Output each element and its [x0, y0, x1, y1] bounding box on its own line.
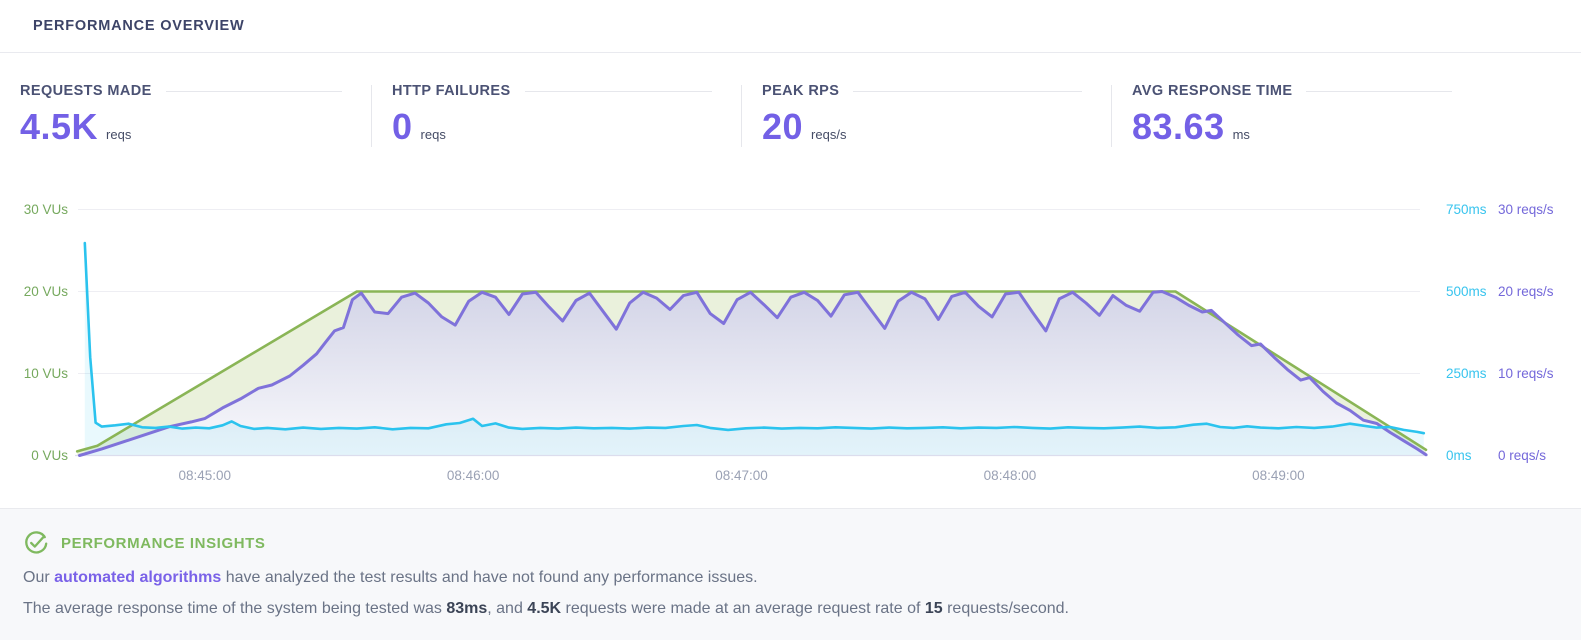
stats-row: REQUESTS MADE 4.5K reqs HTTP FAILURES 0 …	[0, 53, 1581, 165]
axis-vus-labels: 0 VUs 10 VUs 20 VUs 30 VUs	[24, 202, 69, 463]
stat-value: 20	[762, 106, 804, 147]
time-tick-label: 08:47:00	[715, 468, 768, 483]
chart-areas	[77, 243, 1427, 456]
ms-tick-label: 750ms	[1446, 202, 1487, 217]
axis-rps-labels: 0 reqs/s 10 reqs/s 20 reqs/s 30 reqs/s	[1498, 202, 1554, 463]
stat-unit: reqs	[106, 127, 132, 142]
rps-tick-label: 10 reqs/s	[1498, 366, 1554, 381]
insights-bold-value: 4.5K	[527, 600, 562, 617]
vus-tick-label: 0 VUs	[31, 448, 68, 463]
automated-algorithms-link[interactable]: automated algorithms	[54, 569, 222, 586]
divider	[371, 85, 372, 147]
vus-tick-label: 30 VUs	[24, 202, 69, 217]
time-tick-label: 08:48:00	[984, 468, 1037, 483]
performance-insights-section: PERFORMANCE INSIGHTS Our automated algor…	[0, 508, 1581, 640]
rps-tick-label: 30 reqs/s	[1498, 202, 1554, 217]
insights-line-1: Our automated algorithms have analyzed t…	[23, 569, 1581, 587]
insights-text: , and	[487, 600, 528, 617]
ms-tick-label: 250ms	[1446, 366, 1487, 381]
insights-text: have analyzed the test results and have …	[221, 569, 758, 586]
stat-label: AVG RESPONSE TIME	[1132, 83, 1293, 99]
insights-title: PERFORMANCE INSIGHTS	[61, 534, 266, 552]
performance-chart: 0 VUs 10 VUs 20 VUs 30 VUs 0ms 250ms 500ms 750…	[0, 165, 1581, 508]
stat-value: 0	[392, 106, 413, 147]
divider	[1306, 90, 1452, 92]
rps-tick-label: 20 reqs/s	[1498, 284, 1554, 299]
stat-unit: reqs/s	[811, 127, 847, 142]
divider	[524, 90, 712, 92]
insights-line-2: The average response time of the system …	[23, 600, 1581, 618]
chart-series-lines	[75, 241, 1428, 457]
axis-time-labels: 08:45:00 08:46:00 08:47:00 08:48:00 08:49:00	[178, 468, 1304, 483]
stat-unit: ms	[1232, 127, 1250, 142]
vus-tick-label: 10 VUs	[24, 366, 69, 381]
insights-text: Our	[23, 569, 55, 586]
stat-avg-response-time: AVG RESPONSE TIME 83.63 ms	[1110, 53, 1480, 165]
insights-text: requests were made at an average request…	[561, 600, 925, 617]
stat-label: PEAK RPS	[762, 83, 840, 99]
stat-unit: reqs	[420, 127, 446, 142]
vus-tick-label: 20 VUs	[24, 284, 69, 299]
divider	[853, 90, 1082, 92]
divider	[1111, 85, 1112, 147]
series-response-time-area	[84, 243, 1424, 456]
series-request-rate-line	[78, 290, 1428, 457]
insights-text: The average response time of the system …	[23, 600, 447, 617]
ms-tick-label: 500ms	[1446, 284, 1487, 299]
header: PERFORMANCE OVERVIEW	[0, 0, 1581, 53]
check-circle-icon	[25, 531, 48, 554]
stat-requests-made: REQUESTS MADE 4.5K reqs	[0, 53, 370, 165]
time-tick-label: 08:45:00	[178, 468, 231, 483]
series-request-rate-area	[79, 291, 1426, 456]
divider	[165, 90, 342, 92]
stat-http-failures: HTTP FAILURES 0 reqs	[370, 53, 740, 165]
insights-bold-value: 83ms	[446, 600, 488, 617]
divider	[741, 85, 742, 147]
page-title: PERFORMANCE OVERVIEW	[33, 18, 245, 34]
series-response-time-line	[83, 241, 1426, 435]
time-tick-label: 08:49:00	[1252, 468, 1305, 483]
time-tick-label: 08:46:00	[447, 468, 500, 483]
stat-peak-rps: PEAK RPS 20 reqs/s	[740, 53, 1110, 165]
stat-label: REQUESTS MADE	[20, 83, 152, 99]
ms-tick-label: 0ms	[1446, 448, 1472, 463]
insights-bold-value: 15	[924, 600, 943, 617]
insights-text: requests/second.	[942, 600, 1069, 617]
stat-value: 4.5K	[20, 106, 99, 147]
stat-label: HTTP FAILURES	[392, 83, 511, 99]
stat-value: 83.63	[1132, 106, 1225, 147]
chart-svg: 0 VUs 10 VUs 20 VUs 30 VUs 0ms 250ms 500ms 750…	[24, 202, 1554, 483]
axis-ms-labels: 0ms 250ms 500ms 750ms	[1446, 202, 1487, 463]
rps-tick-label: 0 reqs/s	[1498, 448, 1546, 463]
